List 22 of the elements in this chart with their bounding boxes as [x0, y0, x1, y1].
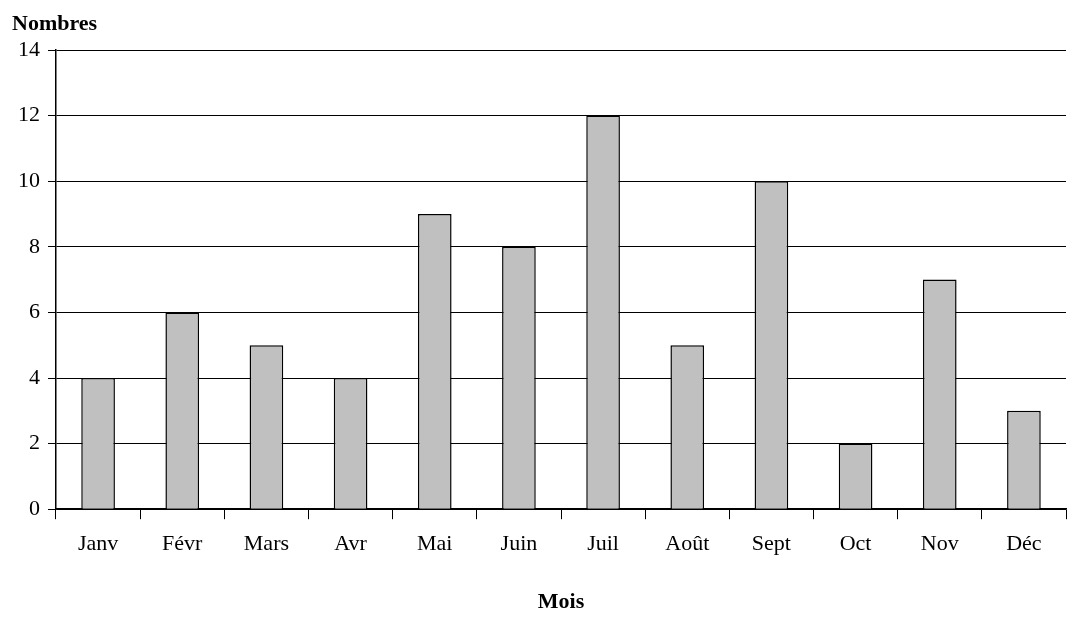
- x-axis-title: Mois: [537, 588, 585, 614]
- x-tick-label: Avr: [334, 530, 368, 556]
- x-tick-label: Janv: [77, 530, 119, 556]
- y-tick-label: 4: [29, 363, 40, 389]
- y-tick-label: 2: [29, 429, 40, 455]
- y-tick-label: 8: [29, 232, 40, 258]
- y-axis-title: Nombres: [12, 10, 98, 36]
- x-tick-label: Août: [665, 530, 710, 556]
- y-tick-label: 0: [29, 494, 40, 520]
- x-tick-label: Oct: [839, 530, 872, 556]
- x-tick-label: Sept: [751, 530, 791, 556]
- y-tick-label: 14: [18, 35, 40, 61]
- x-tick-label: Févr: [162, 530, 204, 556]
- x-tick-label: Mai: [417, 530, 453, 556]
- y-tick-label: 12: [18, 101, 40, 127]
- x-tick-label: Nov: [920, 530, 959, 556]
- x-tick-label: Mars: [243, 530, 290, 556]
- y-tick-label: 6: [29, 298, 40, 324]
- x-tick-label: Juil: [587, 530, 619, 556]
- x-tick-label: Juin: [500, 530, 538, 556]
- y-tick-label: 10: [18, 166, 40, 192]
- x-tick-label: Déc: [1006, 530, 1042, 556]
